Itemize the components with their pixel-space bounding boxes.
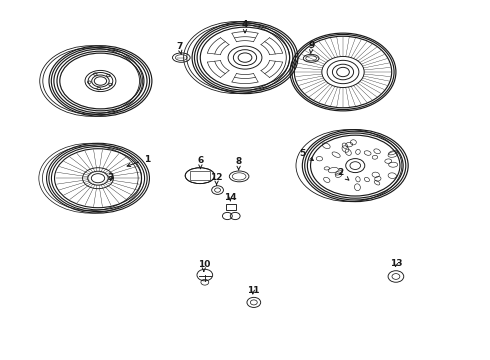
Text: 5: 5 <box>299 149 313 161</box>
Text: 6: 6 <box>197 156 203 168</box>
Bar <box>190 171 210 180</box>
Text: 13: 13 <box>390 258 402 268</box>
Text: 10: 10 <box>197 260 210 271</box>
Text: 7: 7 <box>176 42 183 54</box>
Text: 11: 11 <box>246 286 259 295</box>
Text: 12: 12 <box>210 174 223 185</box>
Bar <box>226 204 236 210</box>
Text: 3: 3 <box>108 173 114 181</box>
Text: 9: 9 <box>308 41 315 53</box>
Text: 14: 14 <box>224 194 237 202</box>
Text: 2: 2 <box>337 168 349 180</box>
Text: 1: 1 <box>127 154 150 167</box>
Text: 8: 8 <box>236 157 242 170</box>
Text: 4: 4 <box>242 20 248 33</box>
